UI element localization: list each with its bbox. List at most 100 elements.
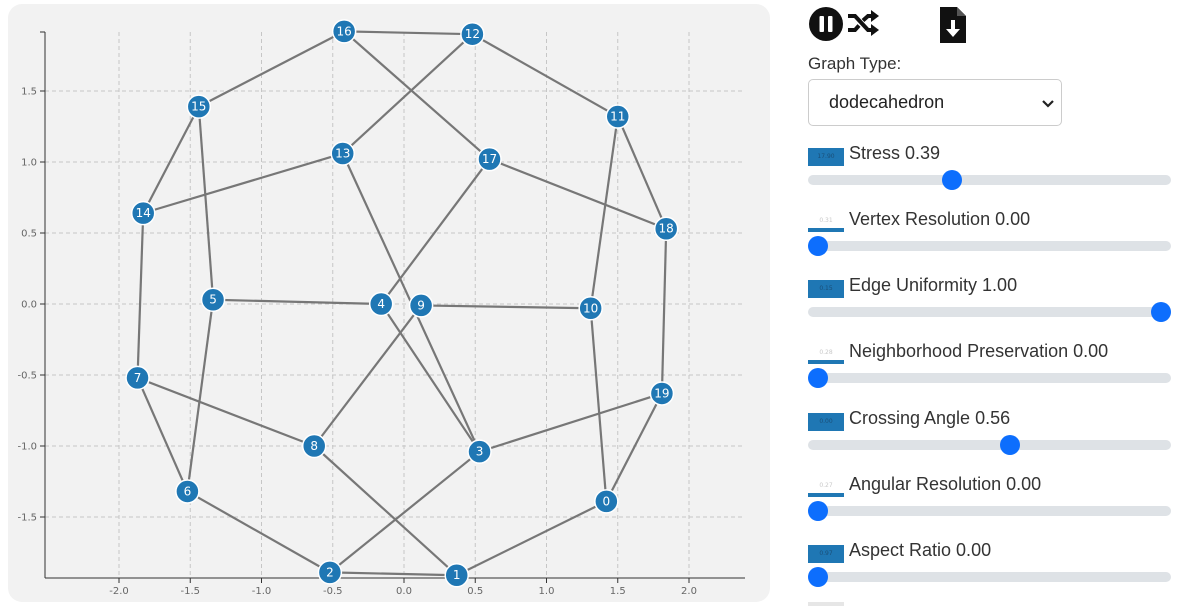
graph-node[interactable]: 6 [175,479,200,504]
axes: -2.0 -1.5 -1.0 -0.5 0.0 0.5 1.0 1.5 2.0 1.5 1.0 0.5… [17,31,745,597]
node-circle[interactable] [477,146,502,172]
graph-plot-panel: -2.0 -1.5 -1.0 -0.5 0.0 0.5 1.0 1.5 2.0 1.5 1.0 0.5… [8,4,770,602]
graph-node[interactable]: 2 [317,560,343,585]
node-circle[interactable] [317,560,343,585]
graph-node[interactable]: 0 [594,489,619,514]
metric-slider-track[interactable] [808,175,1171,185]
graph-node[interactable]: 1 [444,562,469,588]
graph-node[interactable]: 8 [301,433,327,459]
graph-node[interactable]: 10 [578,296,603,321]
graph-edge [589,116,619,309]
metric-slider-track[interactable] [808,440,1171,450]
node-circle[interactable] [186,94,212,119]
graph-edge [489,158,667,230]
node-circle[interactable] [578,296,603,321]
node-circle[interactable] [594,489,619,514]
metric-slider-thumb[interactable] [1151,302,1171,322]
chevron-down-icon [1042,96,1054,114]
metric-slider-thumb[interactable] [808,567,828,587]
y-tick-label: -1.5 [17,513,37,524]
x-tick-label: 0.5 [467,586,483,597]
graph-node[interactable]: 5 [200,287,226,312]
metric-slider-track[interactable] [808,506,1171,516]
node-circle[interactable] [175,479,200,504]
node-circle[interactable] [460,21,485,47]
metric-control: 0.27 Angular Resolution 0.00 [808,474,1171,534]
metric-slider-track[interactable] [808,572,1171,582]
graph-edge [213,298,382,306]
y-tick-label: -0.5 [17,371,37,382]
graph-node[interactable]: 4 [368,291,394,317]
node-circle[interactable] [467,439,492,464]
graph-edge [313,445,458,577]
metric-badge: 0.31 [808,214,844,232]
x-tick-label: 2.0 [681,586,697,597]
node-circle[interactable] [301,433,327,459]
metric-slider-thumb[interactable] [1000,435,1021,455]
node-circle[interactable] [125,365,150,391]
node-circle[interactable] [200,287,226,312]
graph-edge [380,303,481,453]
node-circle[interactable] [649,381,675,406]
pause-icon[interactable] [808,6,844,47]
graph-node[interactable]: 16 [331,19,357,44]
graph-node[interactable]: 14 [130,200,156,226]
node-label: 15 [191,100,206,114]
shuffle-icon[interactable] [846,8,880,43]
graph-node[interactable]: 9 [408,293,434,318]
y-tick-label: 1.0 [21,158,37,169]
node-label: 9 [417,298,425,312]
edges [136,30,668,577]
graph-node[interactable]: 12 [460,21,485,47]
graph-type-selected-value: dodecahedron [829,92,945,112]
node-label: 19 [654,386,669,400]
node-circle[interactable] [653,216,679,241]
graph-edge [142,106,200,214]
graph-edge [343,30,491,160]
metric-slider-track[interactable] [808,373,1171,383]
metric-slider-track[interactable] [808,307,1171,317]
metric-label: Crossing Angle 0.56 [849,408,1011,428]
download-file-icon[interactable] [938,5,968,50]
graph-node[interactable]: 11 [605,104,630,129]
graph-node[interactable]: 15 [186,94,212,119]
controls-panel: Graph Type: dodecahedron 17.90 Stress 0.3… [808,0,1196,606]
node-label: 3 [476,445,484,459]
graph-edge [186,490,331,574]
x-tick-label: 0.0 [396,586,412,597]
metric-slider-thumb[interactable] [808,236,828,256]
graph-plot[interactable]: -2.0 -1.5 -1.0 -0.5 0.0 0.5 1.0 1.5 2.0 1.5 1.0 0.5… [8,4,770,602]
graph-edge [142,152,344,215]
metric-slider-track[interactable] [808,241,1171,251]
node-label: 8 [310,439,318,453]
graph-node[interactable]: 3 [467,439,492,464]
node-circle[interactable] [408,293,434,318]
metric-slider-thumb[interactable] [941,170,962,190]
node-circle[interactable] [605,104,630,129]
metric-label: Stress 0.39 [849,143,941,163]
node-circle[interactable] [330,141,355,166]
node-label: 12 [465,27,480,41]
metric-badge: 0.15 [808,280,844,298]
node-circle[interactable] [444,562,469,588]
graph-node[interactable]: 18 [653,216,679,241]
graph-edge [344,30,473,36]
node-circle[interactable] [331,19,357,44]
node-label: 17 [482,152,497,166]
node-circle[interactable] [130,200,156,226]
graph-edge [605,392,663,502]
graph-node[interactable]: 13 [330,141,355,166]
graph-node[interactable]: 17 [477,146,502,172]
graph-node[interactable]: 7 [125,365,150,391]
node-circle[interactable] [368,291,394,317]
graph-edge [456,500,607,577]
metric-control: 0.15 Edge Uniformity 1.00 [808,275,1171,335]
metric-badge: 0.00 [808,413,844,431]
metric-slider-thumb[interactable] [808,368,828,388]
graph-node[interactable]: 19 [649,381,675,406]
graph-edge [479,392,663,453]
metric-slider-thumb[interactable] [808,501,828,521]
metric-label: Edge Uniformity 1.00 [849,275,1018,295]
graph-type-select[interactable]: dodecahedron [808,79,1062,126]
